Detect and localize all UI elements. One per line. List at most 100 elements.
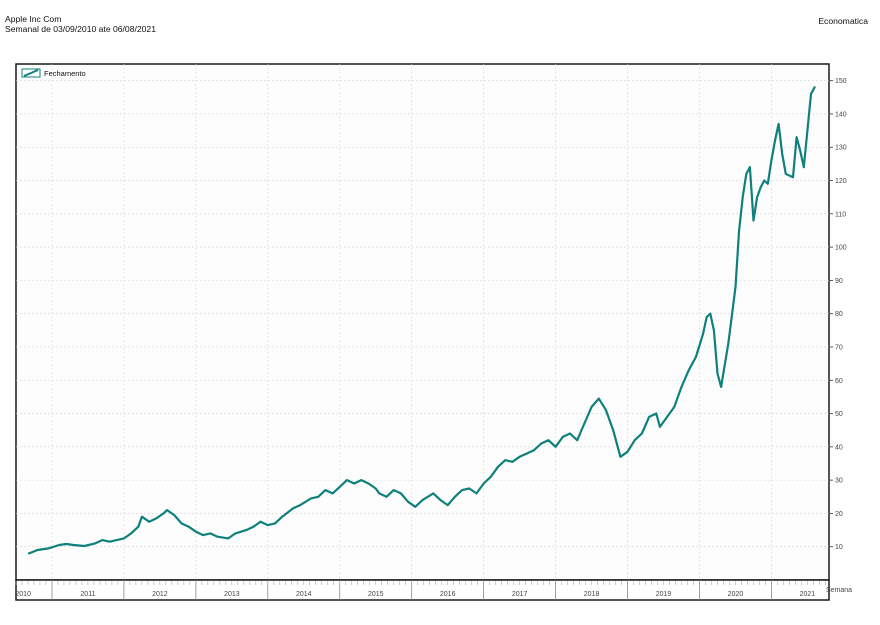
data-point <box>784 173 787 175</box>
data-point <box>720 386 722 388</box>
data-point <box>108 540 111 543</box>
y-tick-label: 60 <box>835 378 843 385</box>
data-point <box>806 129 809 132</box>
data-point <box>245 529 248 531</box>
data-point <box>482 482 485 485</box>
data-point <box>749 166 751 169</box>
plot-area <box>15 63 830 581</box>
data-point <box>583 422 586 425</box>
data-point <box>680 386 683 388</box>
data-point <box>83 545 86 547</box>
data-point <box>162 512 165 515</box>
data-point <box>58 544 61 546</box>
chart-title-block: Apple Inc Com Semanal de 03/09/2010 ate … <box>5 14 156 34</box>
data-point <box>130 532 133 535</box>
data-point <box>195 530 197 533</box>
data-point <box>687 369 690 372</box>
data-point <box>252 525 255 528</box>
grid-lines <box>16 64 829 580</box>
data-point <box>702 332 704 335</box>
data-point <box>716 372 719 375</box>
x-tick-label: 2016 <box>440 591 456 598</box>
data-point <box>155 517 158 520</box>
data-point <box>569 432 571 435</box>
data-point <box>292 507 294 510</box>
data-point <box>141 515 143 518</box>
data-point <box>173 514 176 516</box>
data-point <box>648 416 650 418</box>
data-point <box>813 86 816 89</box>
data-point <box>180 522 183 525</box>
chart-subtitle: Semanal de 03/09/2010 ate 06/08/2021 <box>5 24 156 34</box>
x-tick-label: 2020 <box>728 591 744 598</box>
x-tick-label: 2017 <box>512 591 528 598</box>
data-point <box>695 356 697 358</box>
x-axis: 2010 2011 2012 2013 2014 2015 2016 2017 2018 2019… <box>15 580 826 600</box>
data-point <box>745 173 748 175</box>
data-point <box>28 552 30 555</box>
data-point <box>202 534 205 536</box>
data-point <box>612 429 615 432</box>
legend: Fechamento <box>21 68 86 78</box>
data-point <box>810 93 812 95</box>
x-axis-strip <box>15 579 830 601</box>
data-point <box>432 492 435 495</box>
data-point <box>666 416 668 418</box>
data-point <box>137 525 140 528</box>
data-point <box>166 509 169 511</box>
data-point <box>540 442 543 445</box>
data-point <box>774 139 776 142</box>
x-tick-label: 2014 <box>296 591 312 598</box>
data-point <box>799 149 802 152</box>
legend-swatch-line <box>23 69 39 77</box>
data-point <box>148 520 151 523</box>
data-point <box>705 316 708 318</box>
y-tick-label: 30 <box>835 478 843 485</box>
y-tick-label: 70 <box>835 344 843 351</box>
data-point <box>619 455 622 458</box>
data-point <box>525 452 528 455</box>
x-tick-label: 2021 <box>800 591 816 598</box>
data-point <box>766 182 769 185</box>
brand-label: Economatica <box>818 16 868 26</box>
data-point <box>795 136 798 139</box>
data-point <box>792 176 794 179</box>
data-point <box>65 543 68 545</box>
data-point <box>781 153 784 155</box>
data-point <box>123 537 125 540</box>
x-axis-label: Semana <box>826 587 852 594</box>
y-tick-label: 130 <box>835 145 847 152</box>
data-point <box>518 455 521 458</box>
data-point <box>360 479 363 481</box>
data-point <box>209 532 212 535</box>
data-point <box>115 539 118 541</box>
y-axis: 10 20 30 40 50 60 70 80 90 100 110 120 130 140 150 <box>829 78 847 551</box>
data-point <box>421 499 424 501</box>
data-point <box>36 549 39 551</box>
data-point <box>533 449 535 452</box>
data-point <box>770 159 773 162</box>
data-point <box>227 537 230 540</box>
data-point <box>94 542 96 545</box>
data-point <box>605 409 607 412</box>
data-point <box>367 482 370 485</box>
data-point <box>187 525 190 528</box>
data-point <box>763 179 766 182</box>
data-point <box>216 535 219 538</box>
y-tick-label: 10 <box>835 544 843 551</box>
data-point <box>274 522 276 525</box>
x-tick-label: 2012 <box>152 591 168 598</box>
x-tick-label: 2010 <box>15 591 31 598</box>
data-point <box>353 482 356 485</box>
data-point <box>338 485 341 488</box>
data-point <box>713 329 715 332</box>
y-tick-label: 140 <box>835 111 847 118</box>
y-tick-label: 80 <box>835 311 843 318</box>
data-point <box>547 439 550 442</box>
data-point <box>511 460 514 463</box>
y-tick-label: 120 <box>835 178 847 185</box>
data-point <box>346 479 348 481</box>
data-point <box>590 406 593 408</box>
data-point <box>554 445 557 448</box>
data-point <box>659 426 661 428</box>
